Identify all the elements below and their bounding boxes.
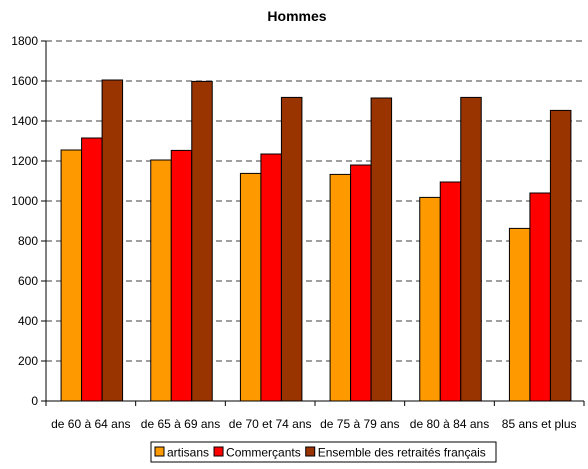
bar-0-4 xyxy=(419,196,441,402)
legend-box xyxy=(150,441,497,463)
bar-1-4 xyxy=(439,181,462,402)
bar-1-1 xyxy=(170,149,193,402)
y-tick-label: 1800 xyxy=(11,34,38,48)
bar-0-0 xyxy=(60,149,83,402)
x-category-label: 85 ans et plus xyxy=(502,417,577,431)
bar-2-4 xyxy=(460,96,482,402)
bar-1-3 xyxy=(350,164,372,402)
bar-1-2 xyxy=(260,153,282,402)
bar-2-0 xyxy=(101,79,124,402)
category-labels: de 60 à 64 ans de 65 à 69 ans de 70 et 74 … xyxy=(51,417,576,431)
bar-1-0 xyxy=(81,137,103,402)
x-category-label: de 75 à 79 ans xyxy=(320,417,399,431)
y-tick-label: 200 xyxy=(18,354,38,368)
bar-0-1 xyxy=(150,159,172,402)
legend-swatch-0 xyxy=(154,446,165,457)
y-tick-label: 400 xyxy=(18,314,38,328)
x-category-label: de 60 à 64 ans xyxy=(51,417,130,431)
x-category-label: de 80 à 84 ans xyxy=(410,417,489,431)
y-tick-label: 800 xyxy=(18,234,38,248)
y-tick-label: 1400 xyxy=(11,114,38,128)
bar-0-3 xyxy=(329,173,352,402)
legend: artisans Commerçants Ensemble des retraité… xyxy=(150,441,497,463)
y-tick-label: 1600 xyxy=(11,74,38,88)
y-tick-label: 0 xyxy=(31,394,38,408)
bar-2-5 xyxy=(549,109,572,402)
legend-label-2: Ensemble des retraités français xyxy=(318,446,486,460)
bar-2-2 xyxy=(280,96,303,402)
x-category-label: de 70 et 74 ans xyxy=(229,417,312,431)
x-category-label: de 65 à 69 ans xyxy=(141,417,220,431)
bar-2-3 xyxy=(370,97,393,402)
chart-title: Hommes xyxy=(267,8,326,24)
legend-swatch-2 xyxy=(305,446,316,457)
gridlines xyxy=(46,40,584,362)
bars xyxy=(60,79,572,402)
bar-0-5 xyxy=(508,227,531,402)
axes: 0 200 400 600 800 1000 1200 1400 1600 1800 xyxy=(11,34,585,408)
legend-label-1: Commerçants xyxy=(226,446,301,460)
bar-2-1 xyxy=(191,80,213,402)
legend-swatch-1 xyxy=(213,446,224,457)
bar-1-5 xyxy=(529,192,551,402)
legend-label-0: artisans xyxy=(167,446,209,460)
y-tick-label: 1200 xyxy=(11,154,38,168)
y-tick-label: 600 xyxy=(18,274,38,288)
y-tick-label: 1000 xyxy=(11,194,38,208)
bar-0-2 xyxy=(239,172,262,402)
